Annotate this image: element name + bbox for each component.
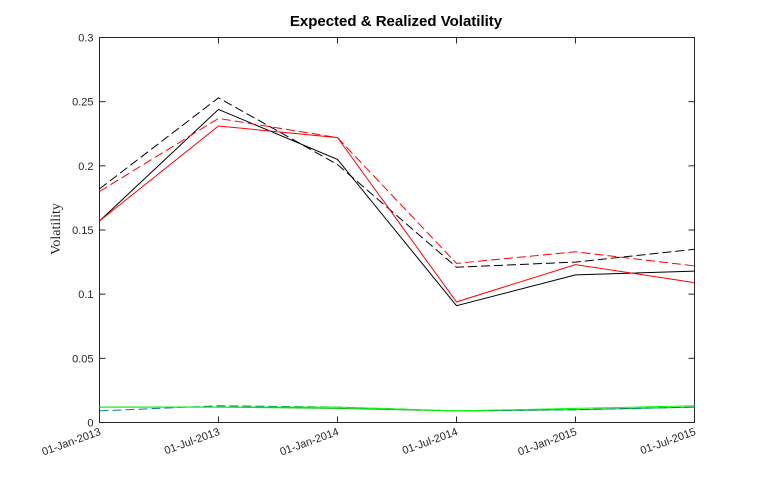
series-line-1	[99, 108, 695, 307]
y-tick-label: 0	[87, 418, 93, 430]
plot-area	[99, 37, 695, 423]
x-tick-label: 01-Jan-2013	[40, 426, 102, 458]
series-line-4	[99, 117, 695, 267]
x-tick-label: 01-Jul-2014	[401, 426, 460, 457]
y-tick-label: 0.1	[78, 289, 93, 301]
y-tick-label: 0.05	[72, 353, 93, 365]
x-tick-label: 01-Jan-2014	[278, 426, 340, 458]
y-axis-label: Volatility	[49, 203, 64, 255]
y-tick-label: 0.25	[72, 97, 93, 109]
y-tick-label: 0.15	[72, 225, 93, 237]
y-tick-label: 0.2	[78, 161, 93, 173]
x-tick-label: 01-Jul-2013	[163, 426, 222, 457]
chart-title: Expected & Realized Volatility	[290, 13, 503, 30]
x-tick-label: 01-Jan-2015	[516, 426, 578, 458]
x-tick-label: 01-Jul-2015	[639, 426, 698, 457]
y-tick-label: 0.3	[78, 33, 93, 45]
series-line-3	[99, 125, 695, 303]
series-layer	[99, 97, 695, 412]
series-line-7	[99, 405, 695, 412]
series-line-2	[99, 97, 695, 268]
